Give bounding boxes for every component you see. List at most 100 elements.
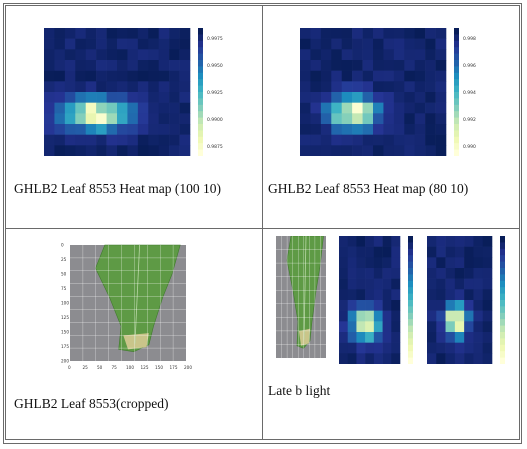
heatmap-cell: [117, 38, 128, 50]
heatmap-cell: [169, 92, 180, 103]
heatmap-cell: [339, 342, 349, 354]
heatmap-cell: [362, 145, 374, 156]
heatmap-cell: [179, 134, 191, 146]
heatmap-cell: [391, 289, 401, 301]
heatmap-cell: [158, 92, 170, 103]
heatmap-cell: [137, 113, 149, 125]
heatmap-cell: [352, 60, 363, 71]
heatmap-cell: [365, 289, 375, 301]
heatmap-cell: [382, 353, 392, 364]
heatmap-cell: [473, 300, 484, 311]
heatmap-cell: [127, 102, 139, 114]
colorbar-segment: [198, 85, 203, 93]
heatmap-cell: [127, 145, 139, 156]
heatmap-cell: [436, 278, 446, 290]
heatmap-cell: [356, 236, 366, 247]
heatmap-cell: [436, 332, 446, 343]
heatmap-cell: [435, 113, 447, 125]
heatmap-cell: [44, 49, 55, 61]
colorbar-segment: [454, 92, 459, 99]
colorbar-segment: [500, 248, 505, 256]
heatmap-cell: [148, 28, 160, 39]
heatmap-cell: [362, 70, 374, 82]
heatmap-cell: [64, 145, 76, 156]
heatmap-cell: [310, 49, 322, 61]
heatmap-cell: [137, 49, 149, 61]
heatmap-cell: [64, 92, 76, 103]
heatmap-cell: [347, 289, 357, 301]
heatmap-cell: [64, 70, 76, 82]
x-tick-label: 100: [126, 365, 134, 370]
heatmap-cell: [425, 38, 436, 50]
heatmap-cell: [373, 145, 384, 156]
heatmap-cell: [310, 134, 322, 146]
colorbar-segment: [454, 98, 459, 106]
heatmap-cell: [158, 113, 170, 125]
heatmap-cell: [54, 113, 66, 125]
heatmap-cell: [85, 60, 97, 71]
heatmap-cell: [373, 342, 383, 354]
heatmap-cell: [425, 49, 436, 61]
heatmap-cell: [436, 321, 446, 333]
heatmap-cell: [106, 92, 118, 103]
heatmap-cell: [75, 102, 87, 114]
heatmap-cell: [382, 332, 392, 343]
heatmap-cell: [473, 289, 484, 301]
colorbar-tick-label: 0.9925: [207, 90, 223, 96]
heatmap-cell: [373, 134, 384, 146]
colorbar-segment: [198, 66, 203, 74]
heatmap-cell: [454, 342, 465, 354]
heatmap-cell: [445, 342, 456, 354]
heatmap-cell: [435, 145, 447, 156]
heatmap-80-10: 0.998 0.996 0.994 0.992 0.990: [300, 28, 476, 156]
heatmap-cell: [473, 257, 484, 269]
heatmap-cell: [473, 310, 484, 322]
heatmap-cell: [391, 257, 401, 269]
heatmap-cell: [96, 28, 107, 39]
heatmap-cell: [54, 81, 66, 93]
heatmap-cell: [85, 70, 97, 82]
heatmap-cell: [383, 28, 395, 39]
x-tick-label: 150: [155, 365, 163, 370]
heatmap-cell: [391, 300, 401, 311]
colorbar-segment: [198, 72, 203, 80]
heatmap-cell: [404, 49, 416, 61]
heatmap-cell: [365, 246, 375, 258]
heatmap-cell: [96, 38, 107, 50]
heatmap-cell: [96, 49, 107, 61]
heatmap-cell: [158, 124, 170, 135]
colorbar-segment: [198, 117, 203, 125]
heatmap-cell: [341, 124, 353, 135]
heatmap-cell: [382, 236, 392, 247]
colorbar-segment: [408, 300, 413, 307]
heatmap-cell: [391, 268, 401, 279]
x-tick-label: 50: [97, 365, 103, 370]
colorbar-segment: [408, 332, 413, 339]
heatmap-cell: [393, 102, 405, 114]
heatmap-cell: [404, 70, 416, 82]
heatmap-cell: [373, 257, 383, 269]
heatmap-cell: [383, 102, 395, 114]
heatmap-cell: [148, 38, 160, 50]
heatmap-cell: [473, 246, 484, 258]
heatmap-cell: [347, 300, 357, 311]
heatmap-cell: [300, 28, 311, 39]
heatmap-cell: [85, 124, 97, 135]
heatmap-cell: [445, 278, 456, 290]
colorbar-segment: [500, 287, 505, 294]
heatmap-cell: [106, 102, 118, 114]
heatmap-cell: [117, 134, 128, 146]
heatmap-cell: [158, 38, 170, 50]
heatmap-cell: [435, 28, 447, 39]
colorbar-segment: [198, 98, 203, 106]
heatmap-cell: [347, 342, 357, 354]
heatmap-cell: [106, 70, 118, 82]
heatmap-cell: [85, 28, 97, 39]
heatmap-cell: [127, 38, 139, 50]
heatmap-cell: [356, 278, 366, 290]
heatmap-cell: [482, 342, 493, 354]
heatmap-cell: [482, 257, 493, 269]
y-tick-label: 125: [61, 315, 69, 320]
heatmap-cell: [365, 236, 375, 247]
colorbar-segment: [408, 268, 413, 275]
